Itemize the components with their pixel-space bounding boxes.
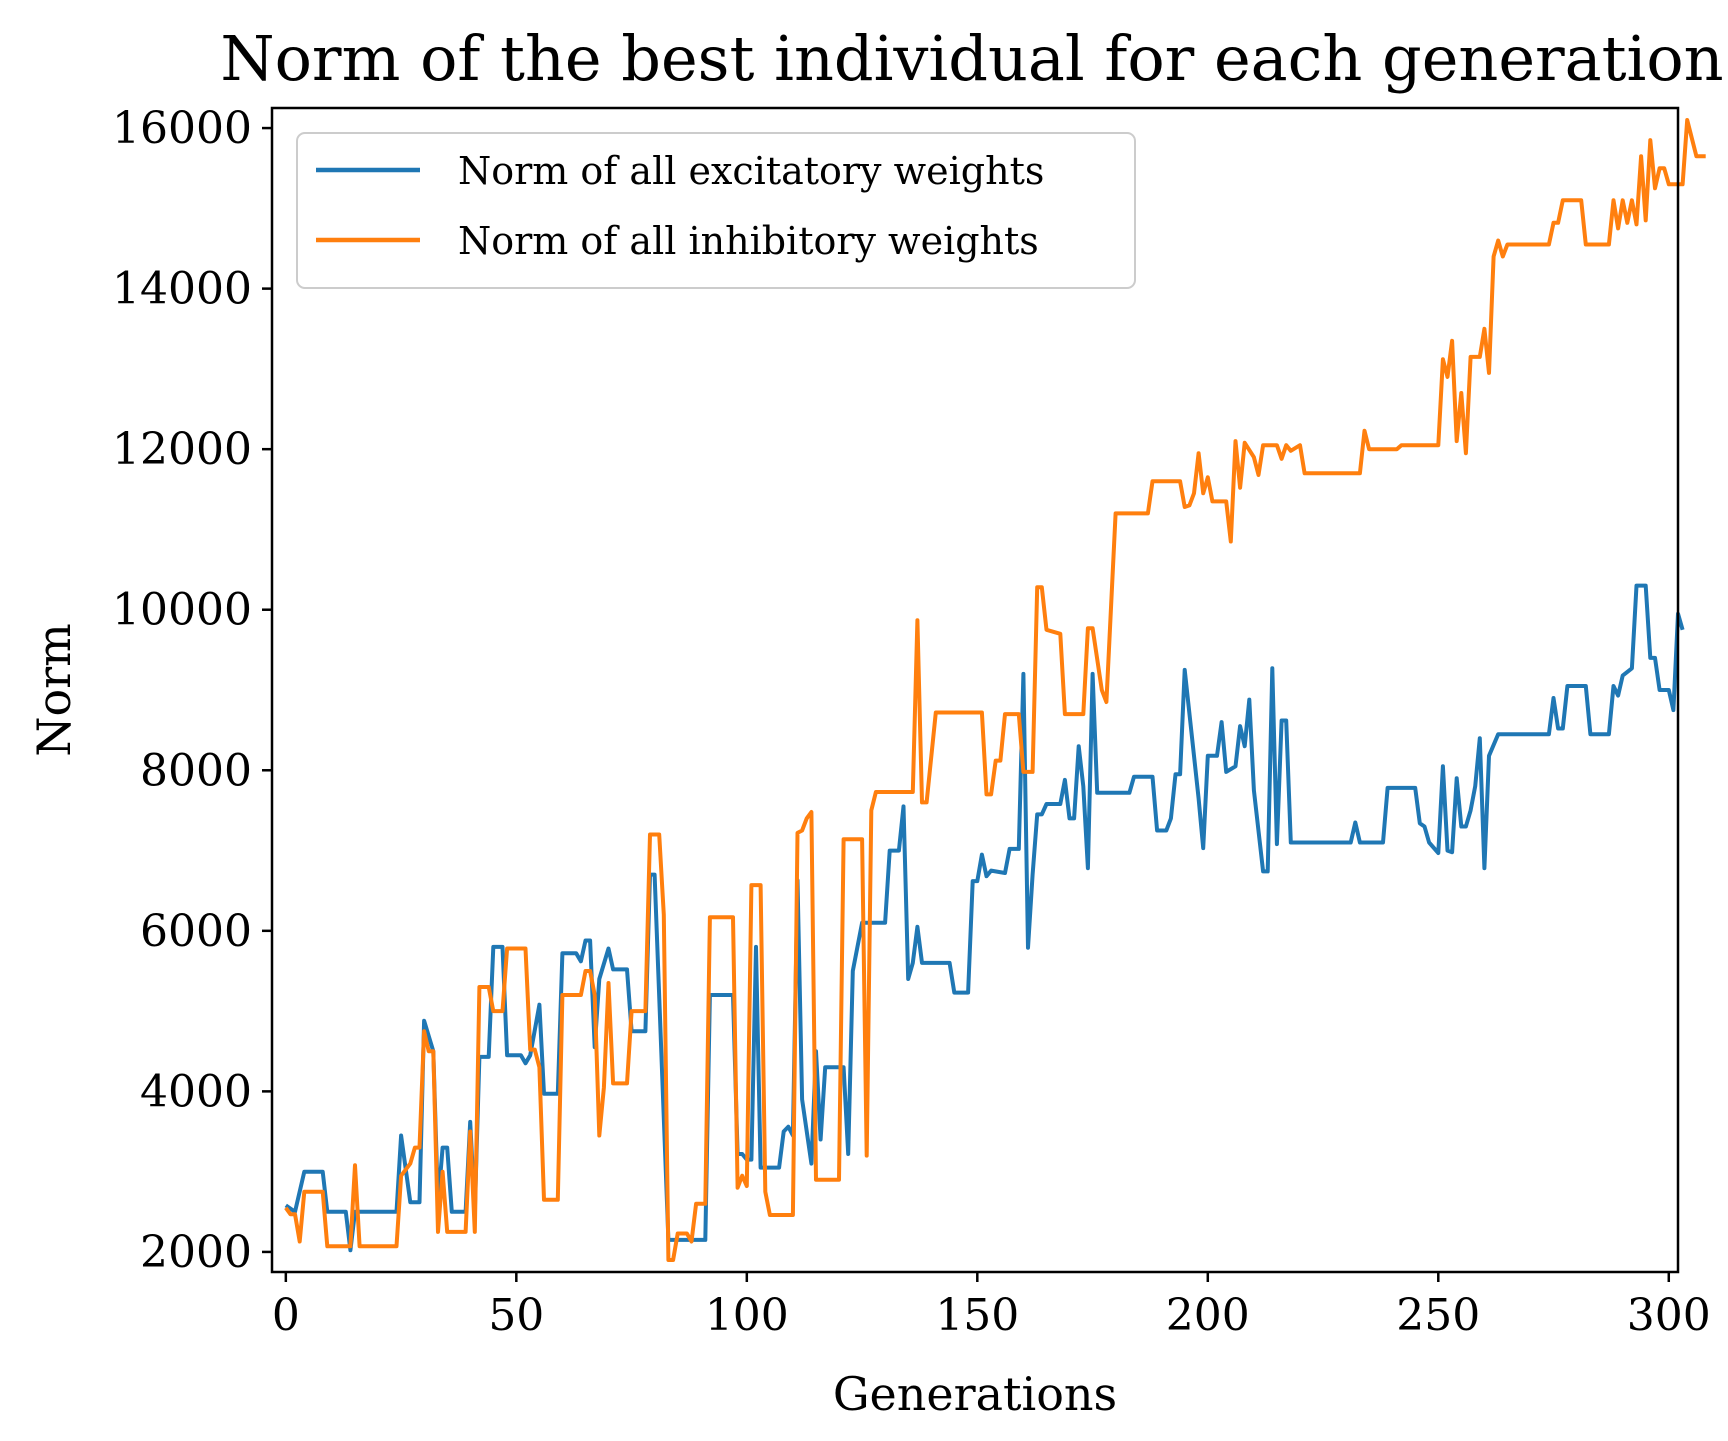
y-tick-label: 8000: [140, 745, 252, 796]
x-axis-label: Generations: [833, 1367, 1117, 1421]
legend-box: [296, 132, 1136, 289]
x-tick-label: 250: [1396, 1290, 1480, 1341]
y-tick-label: 14000: [112, 264, 252, 315]
legend-label-inhibitory: Norm of all inhibitory weights: [458, 219, 1039, 263]
chart-title: Norm of the best individual for each gen…: [220, 22, 1723, 95]
x-tick-label: 200: [1166, 1290, 1250, 1341]
y-tick-label: 10000: [112, 585, 252, 636]
x-tick-label: 100: [705, 1290, 789, 1341]
tick-layer: 0 50 100 150 200 250 300 2000 4000 6000 8000 10000 1…: [112, 103, 1711, 1341]
plot-frame: [270, 106, 1680, 1274]
legend-label-excitatory: Norm of all excitatory weights: [458, 149, 1044, 193]
y-tick-label: 12000: [112, 424, 252, 475]
legend: Norm of all excitatory weights Norm of a…: [296, 132, 1136, 289]
y-tick-label: 4000: [140, 1066, 252, 1117]
x-tick-label: 300: [1627, 1290, 1711, 1341]
y-tick-label: 16000: [112, 103, 252, 154]
series-line-excitatory: [284, 583, 1685, 1253]
series-layer: [284, 118, 1706, 1262]
x-tick-label: 150: [935, 1290, 1019, 1341]
x-tick-label: 50: [488, 1290, 544, 1341]
y-tick-label: 2000: [140, 1227, 252, 1278]
x-tick-label: 0: [272, 1290, 300, 1341]
y-tick-label: 6000: [140, 906, 252, 957]
y-axis-label: Norm: [27, 623, 81, 757]
series-line-inhibitory: [284, 118, 1706, 1262]
